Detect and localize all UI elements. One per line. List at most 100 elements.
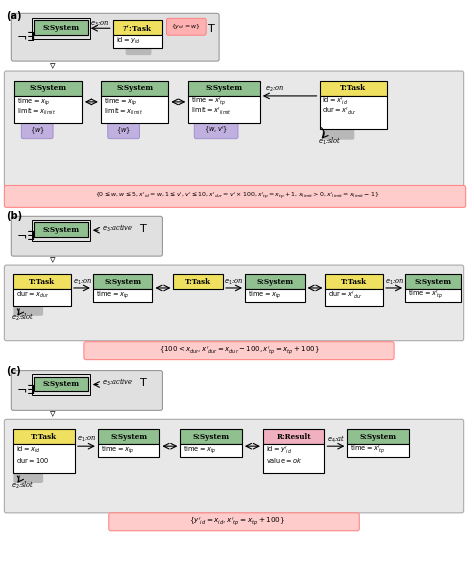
Text: S:System: S:System [43,24,80,32]
Text: (b): (b) [6,211,22,221]
Text: $\mathsf{T}$: $\mathsf{T}$ [138,377,147,388]
Text: T:Task: T:Task [31,433,57,441]
FancyBboxPatch shape [263,444,325,473]
Text: $e_1$:on: $e_1$:on [77,435,96,444]
Text: $\triangledown$: $\triangledown$ [49,61,57,71]
Text: $\mathrm{time} = x'_{tp}$: $\mathrm{time} = x'_{tp}$ [408,289,444,301]
FancyBboxPatch shape [21,123,53,138]
Text: R:Result: R:Result [276,433,311,441]
Text: S:System: S:System [360,433,397,441]
Text: $\mathrm{limit} = x_{limit}$: $\mathrm{limit} = x_{limit}$ [17,107,56,117]
Text: $\mathsf{T}$: $\mathsf{T}$ [207,23,216,34]
Text: $\mathrm{time} = x_{tp}$: $\mathrm{time} = x_{tp}$ [17,96,51,108]
FancyBboxPatch shape [405,274,461,289]
Text: $\{y'_{id}=x_{id}, x'_{tp}=x_{tp}+100\}$: $\{y'_{id}=x_{id}, x'_{tp}=x_{tp}+100\}$ [189,516,285,528]
FancyBboxPatch shape [347,444,409,457]
FancyBboxPatch shape [245,274,305,289]
FancyBboxPatch shape [319,96,387,129]
FancyBboxPatch shape [4,265,464,341]
Text: S:System: S:System [256,278,293,285]
Text: $\mathrm{time} = x_{tp}$: $\mathrm{time} = x_{tp}$ [248,289,282,301]
Text: (a): (a) [6,11,22,21]
Text: S:System: S:System [110,433,147,441]
Text: $\mathrm{limit} = x'_{limit}$: $\mathrm{limit} = x'_{limit}$ [191,106,232,118]
Text: $\triangledown$: $\triangledown$ [49,409,57,419]
FancyBboxPatch shape [173,274,223,289]
FancyBboxPatch shape [322,129,354,140]
Text: $\{w\}$: $\{w\}$ [116,126,131,136]
FancyBboxPatch shape [4,419,464,513]
Text: $\mathrm{time} = x'_{tp}$: $\mathrm{time} = x'_{tp}$ [191,96,227,108]
Text: $\mathrm{id} = y_{id}$: $\mathrm{id} = y_{id}$ [116,36,140,46]
FancyBboxPatch shape [326,289,383,306]
Text: $e_2$:on: $e_2$:on [265,84,284,93]
Text: S:System: S:System [206,84,243,92]
FancyBboxPatch shape [126,44,152,55]
FancyBboxPatch shape [11,370,163,410]
Text: T:Task: T:Task [341,278,367,285]
FancyBboxPatch shape [180,444,242,457]
FancyBboxPatch shape [34,222,88,237]
Text: $\mathrm{time} = x_{tp}$: $\mathrm{time} = x_{tp}$ [101,444,134,456]
FancyBboxPatch shape [84,342,394,360]
FancyBboxPatch shape [108,123,139,138]
Text: $\neg\exists$: $\neg\exists$ [16,383,36,397]
FancyBboxPatch shape [188,96,260,123]
FancyBboxPatch shape [93,274,153,289]
Text: $e_3$:active: $e_3$:active [102,222,133,234]
FancyBboxPatch shape [319,81,387,96]
Text: $\mathrm{time} = x'_{tp}$: $\mathrm{time} = x'_{tp}$ [350,444,386,457]
FancyBboxPatch shape [14,81,82,96]
Text: (c): (c) [6,365,21,376]
Text: $e_3$:on: $e_3$:on [90,20,109,29]
Text: $\neg\exists$: $\neg\exists$ [16,229,36,243]
Text: T:Task: T:Task [29,278,55,285]
Text: $\mathrm{time} = x_{tp}$: $\mathrm{time} = x_{tp}$ [183,444,217,456]
Text: $\{y_{id}=w\}$: $\{y_{id}=w\}$ [172,23,201,32]
FancyBboxPatch shape [13,444,75,473]
Text: $\mathrm{dur} = x_{dur}$: $\mathrm{dur} = x_{dur}$ [16,290,49,300]
FancyBboxPatch shape [113,35,163,48]
FancyBboxPatch shape [347,429,409,444]
Text: $\mathrm{time} = x_{tp}$: $\mathrm{time} = x_{tp}$ [96,289,129,301]
FancyBboxPatch shape [98,429,159,444]
Text: S:System: S:System [29,84,67,92]
FancyBboxPatch shape [11,14,219,61]
Text: S:System: S:System [43,226,80,234]
Text: $\{0\leq w, w\leq 5, x'_{id}=w, 1\leq v', v'\leq 10, x'_{dur}=v'\times 100, x'_{: $\{0\leq w, w\leq 5, x'_{id}=w, 1\leq v'… [95,191,379,202]
Text: S:System: S:System [104,278,141,285]
FancyBboxPatch shape [109,513,359,531]
FancyBboxPatch shape [101,96,168,123]
Text: S:System: S:System [192,433,230,441]
Text: $\mathrm{dur} = x'_{dur}$: $\mathrm{dur} = x'_{dur}$ [322,106,357,118]
FancyBboxPatch shape [166,19,206,35]
FancyBboxPatch shape [11,216,163,256]
FancyBboxPatch shape [113,20,163,35]
Text: $\{w, v'\}$: $\{w, v'\}$ [204,125,228,136]
Text: $e_1$:on: $e_1$:on [385,278,404,287]
Text: S:System: S:System [414,278,451,285]
FancyBboxPatch shape [13,429,75,444]
FancyBboxPatch shape [180,429,242,444]
FancyBboxPatch shape [326,274,383,289]
Text: $\mathrm{value} = ok$: $\mathrm{value} = ok$ [266,455,302,464]
FancyBboxPatch shape [34,20,88,35]
FancyBboxPatch shape [98,444,159,457]
Text: $\triangledown$: $\triangledown$ [49,255,57,265]
FancyBboxPatch shape [13,305,43,316]
FancyBboxPatch shape [34,377,88,391]
Text: $\mathrm{id} = x'_{id}$: $\mathrm{id} = x'_{id}$ [322,96,349,108]
FancyBboxPatch shape [14,96,82,123]
Text: $\neg\exists$: $\neg\exists$ [16,30,36,44]
Text: $e_1$:on: $e_1$:on [73,278,92,287]
FancyBboxPatch shape [13,274,71,289]
Text: $\mathrm{dur} = x'_{dur}$: $\mathrm{dur} = x'_{dur}$ [328,289,364,301]
Text: $\mathsf{T}$: $\mathsf{T}$ [138,222,147,234]
FancyBboxPatch shape [4,71,464,186]
Text: $\{w\}$: $\{w\}$ [30,126,45,136]
Text: $e_1$:on: $e_1$:on [224,278,243,287]
FancyBboxPatch shape [245,289,305,302]
Text: S:System: S:System [116,84,153,92]
Text: $\{100 < x_{dur}, x'_{dur}=x_{dur}-100, x'_{tp}=x_{tp}+100\}$: $\{100 < x_{dur}, x'_{dur}=x_{dur}-100, … [159,345,319,357]
Text: $e_2$:slot: $e_2$:slot [11,312,35,323]
